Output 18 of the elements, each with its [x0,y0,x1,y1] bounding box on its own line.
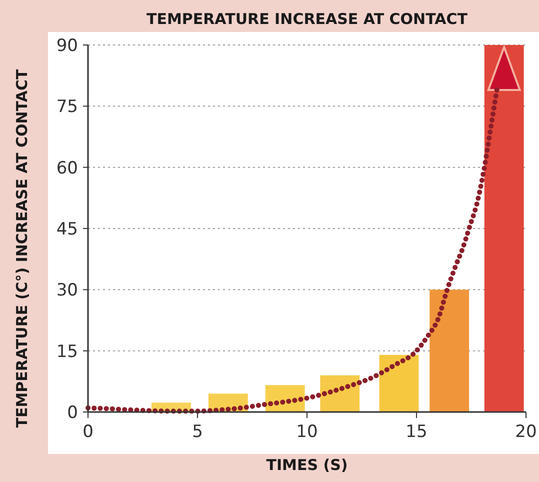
y-tick-label: 15 [56,342,78,362]
bar [430,290,470,412]
x-tick-label: 0 [82,422,94,442]
x-tick-label: 10 [296,422,318,442]
y-tick-label: 60 [56,158,78,178]
bar [484,45,524,412]
x-tick-label: 5 [192,422,203,442]
y-tick-label: 75 [56,97,78,118]
chart-title: TEMPERATURE INCREASE AT CONTACT [146,10,468,28]
x-axis-title: TIMES (S) [266,456,348,474]
y-tick-label: 90 [56,36,78,56]
x-tick-label: 15 [406,422,428,442]
y-tick-label: 0 [67,402,78,423]
y-axis-title: TEMPERATURE (C°) INCREASE AT CONTACT [13,68,31,428]
y-tick-label: 30 [56,280,78,301]
bar [379,354,419,412]
x-tick-label: 20 [515,422,537,442]
y-tick-label: 45 [56,219,78,240]
